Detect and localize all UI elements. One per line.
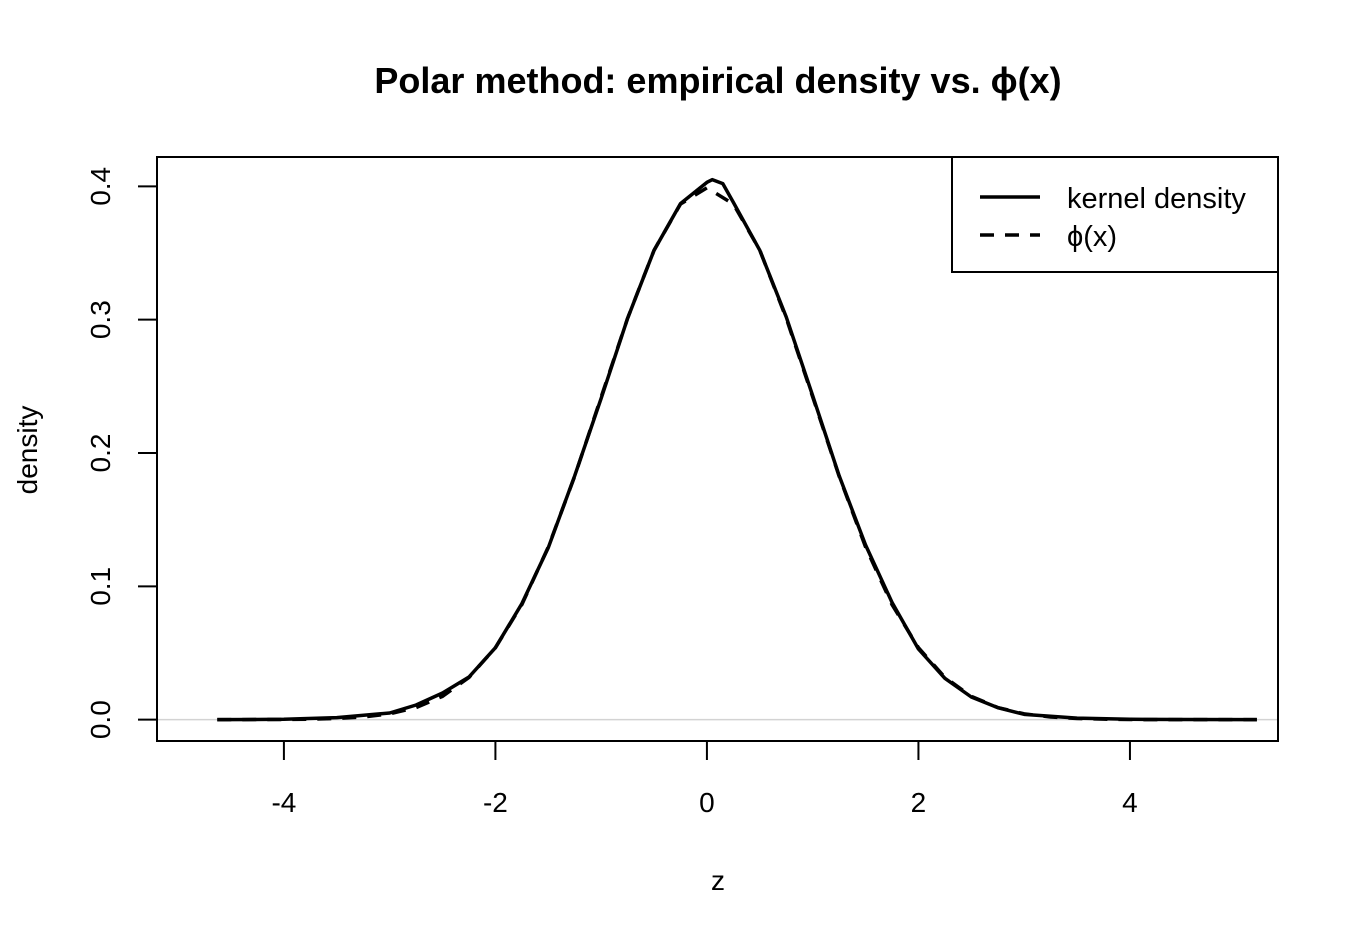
x-tick-label: -2 <box>483 787 508 818</box>
y-axis: 0.0 0.1 0.2 0.3 0.4 <box>85 167 157 739</box>
plot-frame <box>156 156 1279 742</box>
legend: kernel density ϕ(x) <box>951 156 1279 273</box>
y-tick-label: 0.3 <box>85 300 116 339</box>
chart-title: Polar method: empirical density vs. ϕ(x) <box>374 60 1061 101</box>
y-axis-label: density <box>12 406 43 495</box>
x-axis-label: z <box>711 865 725 896</box>
x-tick-label: 0 <box>699 787 715 818</box>
x-tick-label: 2 <box>911 787 927 818</box>
series-layer <box>217 177 1257 722</box>
y-tick-label: 0.4 <box>85 167 116 206</box>
series-line-kernel-density <box>217 177 1257 722</box>
x-tick-label: -4 <box>271 787 296 818</box>
series-line-phi <box>217 186 1257 722</box>
y-tick-label: 0.0 <box>85 700 116 739</box>
y-tick-label: 0.1 <box>85 567 116 606</box>
x-axis: -4 -2 0 2 4 <box>271 741 1138 818</box>
legend-box <box>951 156 1279 273</box>
y-tick-label: 0.2 <box>85 434 116 473</box>
legend-label-phi: ϕ(x) <box>1067 221 1117 253</box>
legend-label-kernel-density: kernel density <box>1067 183 1246 215</box>
x-tick-label: 4 <box>1122 787 1138 818</box>
